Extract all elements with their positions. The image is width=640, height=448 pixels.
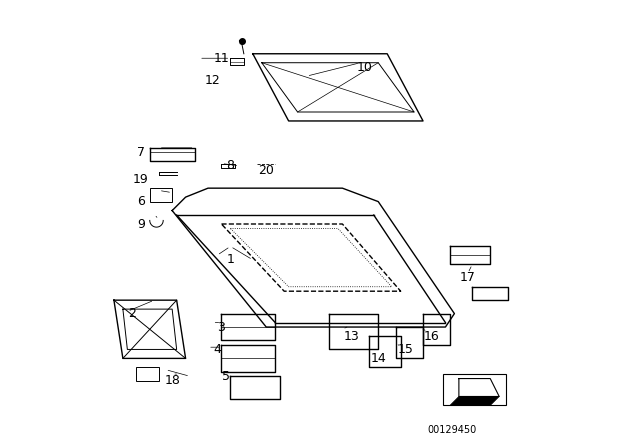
- Text: 8: 8: [227, 159, 234, 172]
- Text: 4: 4: [213, 343, 221, 356]
- Text: 14: 14: [371, 352, 386, 365]
- Text: 6: 6: [137, 195, 145, 208]
- Text: 10: 10: [357, 60, 372, 74]
- Text: 2: 2: [128, 307, 136, 320]
- Text: 3: 3: [218, 320, 225, 334]
- Text: 7: 7: [137, 146, 145, 159]
- Text: 1: 1: [227, 253, 234, 267]
- Polygon shape: [450, 396, 499, 405]
- Text: 16: 16: [424, 329, 440, 343]
- Bar: [443, 374, 506, 405]
- Text: 15: 15: [397, 343, 413, 356]
- Text: 00129450: 00129450: [428, 425, 477, 435]
- Text: 17: 17: [460, 271, 476, 284]
- Text: 20: 20: [259, 164, 274, 177]
- Text: 19: 19: [133, 172, 148, 186]
- Text: 9: 9: [137, 217, 145, 231]
- Text: 5: 5: [222, 370, 230, 383]
- Text: 12: 12: [205, 74, 220, 87]
- Text: 18: 18: [164, 374, 180, 388]
- Text: 11: 11: [214, 52, 229, 65]
- Text: 13: 13: [344, 329, 359, 343]
